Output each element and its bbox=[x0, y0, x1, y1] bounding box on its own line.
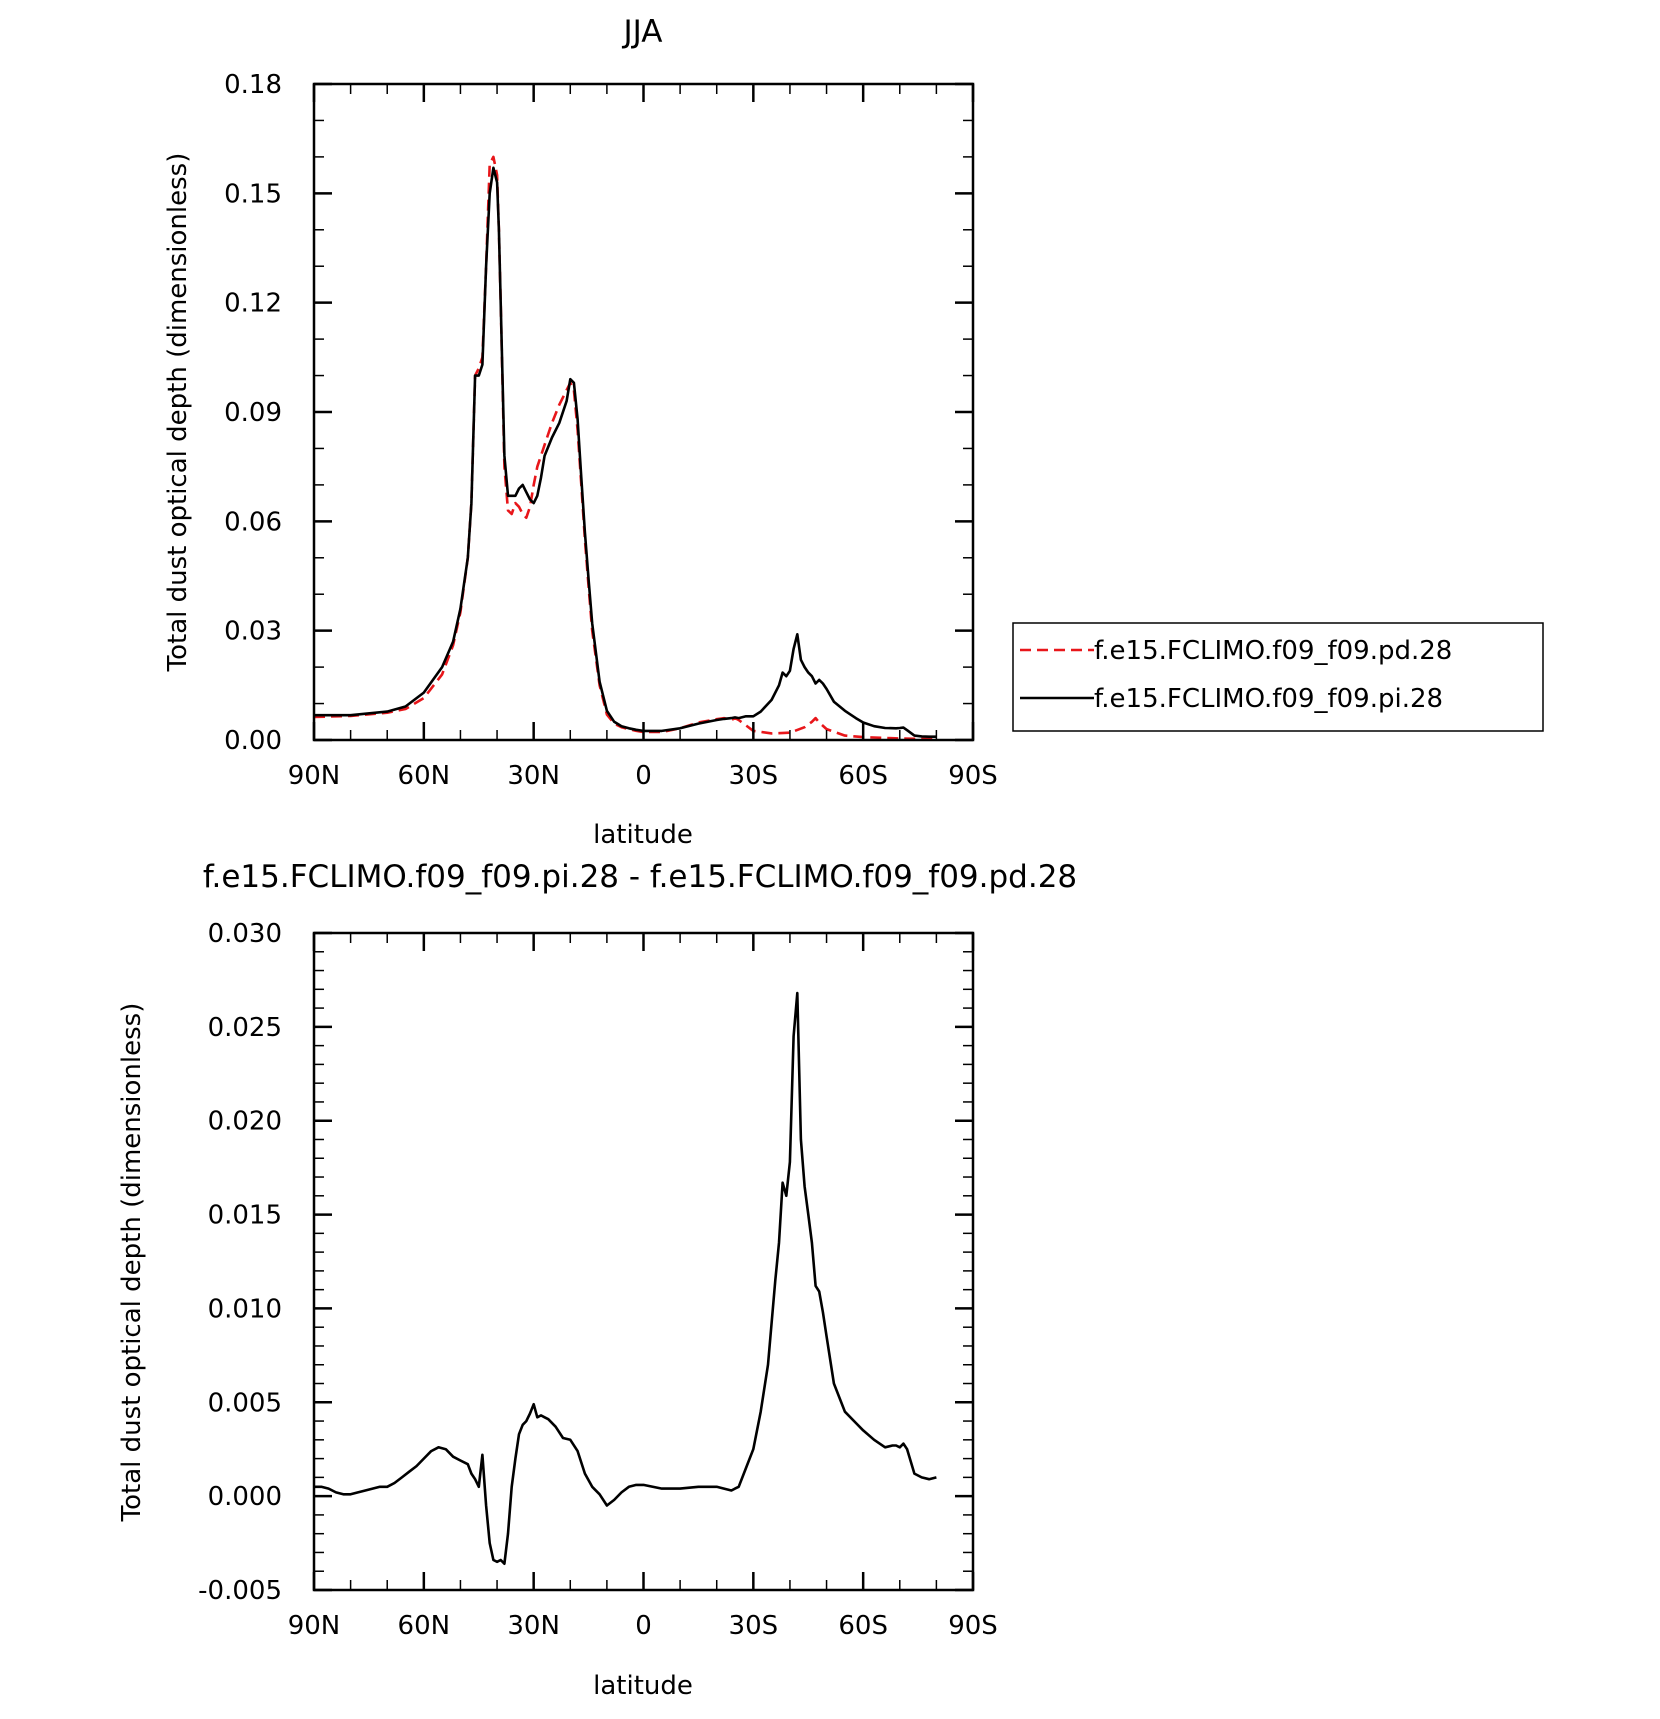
y-tick-label: 0.00 bbox=[224, 726, 282, 756]
top-ticks: 90N 60N 30N 0 30S 60S 90S 0.00 0.03 0.06 0.09 0.12 0… bbox=[224, 70, 998, 791]
y-tick-label: 0.06 bbox=[224, 507, 282, 537]
bottom-chart-title: f.e15.FCLIMO.f09_f09.pi.28 - f.e15.FCLIM… bbox=[203, 859, 1077, 895]
x-tick-label: 30S bbox=[729, 761, 779, 791]
y-tick-label: 0.15 bbox=[224, 179, 282, 209]
x-tick-label: 90S bbox=[948, 1611, 998, 1641]
top-x-axis-label: latitude bbox=[593, 820, 693, 850]
x-tick-label: 90N bbox=[288, 761, 341, 791]
y-tick-label: 0.020 bbox=[208, 1107, 282, 1137]
bottom-plot-frame bbox=[312, 931, 975, 1592]
x-tick-label: 0 bbox=[635, 761, 652, 791]
series-line-0 bbox=[313, 155, 937, 741]
y-tick-label: 0.030 bbox=[208, 919, 282, 949]
x-tick-label: 90N bbox=[288, 1611, 341, 1641]
x-tick-label: 60N bbox=[398, 761, 451, 791]
series-line-1 bbox=[314, 166, 937, 739]
y-tick-label: 0.03 bbox=[224, 617, 282, 647]
x-tick-label: 60N bbox=[398, 1611, 451, 1641]
y-tick-label: 0.010 bbox=[208, 1294, 282, 1324]
y-tick-label: 0.000 bbox=[208, 1482, 282, 1512]
y-tick-label: 0.015 bbox=[208, 1201, 282, 1231]
bottom-ticks: 90N 60N 30N 0 30S 60S 90S -0.005 0.000 0.005 0.010… bbox=[198, 919, 998, 1641]
y-tick-label: 0.12 bbox=[224, 289, 282, 319]
y-tick-label: 0.09 bbox=[224, 398, 282, 428]
legend: f.e15.FCLIMO.f09_f09.pd.28 f.e15.FCLIMO.… bbox=[1012, 622, 1544, 732]
legend-label-pi: f.e15.FCLIMO.f09_f09.pi.28 bbox=[1094, 684, 1443, 714]
bottom-x-axis-label: latitude bbox=[593, 1671, 693, 1701]
x-tick-label: 30N bbox=[507, 1611, 560, 1641]
y-tick-label: 0.025 bbox=[208, 1013, 282, 1043]
top-panel: JJA 90N 60N 30N 0 30S 60S 90S 0.00 0.03 0.06 0.09 0… bbox=[163, 14, 1544, 850]
x-tick-label: 0 bbox=[635, 1611, 652, 1641]
y-tick-label: 0.005 bbox=[208, 1388, 282, 1418]
y-tick-label: -0.005 bbox=[198, 1576, 282, 1606]
x-tick-label: 60S bbox=[838, 761, 888, 791]
top-y-axis-label: Total dust optical depth (dimensionless) bbox=[163, 153, 193, 673]
legend-label-pd: f.e15.FCLIMO.f09_f09.pd.28 bbox=[1094, 636, 1452, 666]
top-chart-title: JJA bbox=[622, 14, 663, 50]
top-plot-frame bbox=[312, 82, 975, 742]
x-tick-label: 30N bbox=[507, 761, 560, 791]
bottom-panel: f.e15.FCLIMO.f09_f09.pi.28 - f.e15.FCLIM… bbox=[117, 859, 1077, 1701]
x-tick-label: 60S bbox=[838, 1611, 888, 1641]
bottom-y-axis-label: Total dust optical depth (dimensionless) bbox=[117, 1003, 147, 1523]
bottom-series-lines bbox=[314, 991, 937, 1565]
series-line-0 bbox=[314, 991, 937, 1565]
top-series-lines bbox=[313, 155, 937, 741]
x-tick-label: 90S bbox=[948, 761, 998, 791]
legend-box bbox=[1012, 622, 1544, 732]
x-tick-label: 30S bbox=[729, 1611, 779, 1641]
y-tick-label: 0.18 bbox=[224, 70, 282, 100]
